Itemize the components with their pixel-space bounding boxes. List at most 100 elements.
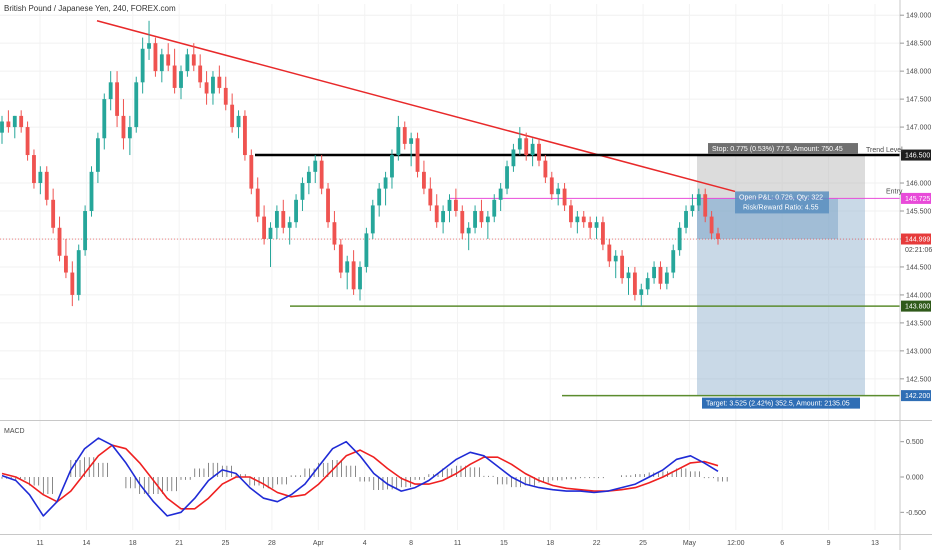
candle-body	[326, 188, 330, 223]
support-price-tag: 143.800	[905, 304, 930, 311]
candle-body	[306, 171, 311, 184]
candle-body	[95, 138, 100, 172]
candle-body	[684, 211, 688, 228]
candle-body	[32, 155, 36, 184]
candle-body	[268, 227, 273, 239]
price-tick-label: 142.500	[906, 376, 931, 383]
candle-body	[607, 244, 612, 262]
time-tick-label: 15	[500, 540, 508, 547]
current-price-tag-sub: 02:21:06	[905, 247, 932, 254]
candle-body	[601, 222, 605, 245]
candle-body	[351, 261, 356, 290]
candle-body	[172, 65, 177, 88]
risk-reward-text: Risk/Reward Ratio: 4.55	[743, 204, 819, 211]
price-tick-label: 144.000	[906, 292, 931, 299]
candle-body	[115, 82, 119, 116]
candle-body	[345, 261, 350, 273]
time-tick-label: 21	[175, 540, 183, 547]
candle-body	[543, 160, 548, 178]
time-tick-label: 11	[454, 540, 461, 547]
descending-trendline	[96, 20, 736, 193]
price-tick-label: 148.000	[906, 69, 931, 76]
candle-body	[294, 199, 298, 223]
stop-info-text: Stop: 0.775 (0.53%) 77.5, Amount: 750.45	[712, 146, 843, 153]
time-tick-label: 14	[82, 540, 90, 547]
target-info-box	[702, 397, 860, 409]
candle-body	[620, 255, 625, 279]
support-price-tag-bg	[901, 300, 931, 312]
candle-body	[249, 155, 254, 189]
price-tick-label: 147.500	[906, 97, 931, 104]
candle-body	[441, 211, 446, 223]
candle-body	[479, 211, 484, 223]
candle-body	[524, 138, 529, 156]
candle-body	[159, 54, 164, 72]
candle-body	[409, 138, 414, 144]
candle-body	[492, 199, 497, 217]
candle-body	[505, 166, 509, 189]
candle-body	[530, 143, 535, 156]
candle-body	[370, 205, 375, 234]
candle-body	[51, 199, 56, 228]
candle-body	[581, 216, 586, 223]
candle-body	[236, 115, 241, 128]
stop-info-box	[708, 143, 858, 155]
chart-title: British Pound / Japanese Yen, 240, FOREX…	[4, 4, 176, 13]
price-tags: 146.500 145.725 144.999 02:21:06 143.800 142.…	[901, 149, 932, 402]
macd-tick-label: -0.500	[906, 510, 926, 517]
stop-zone	[697, 155, 865, 199]
candle-body	[102, 99, 107, 139]
candle-body	[658, 266, 663, 284]
price-tick-label: 147.000	[906, 125, 931, 132]
candle-body	[338, 244, 343, 273]
price-tick-label: 149.000	[906, 13, 931, 20]
candle-body	[652, 266, 656, 279]
time-tick-label: 11	[36, 540, 43, 547]
candle-body	[626, 272, 631, 279]
candle-body	[709, 216, 714, 234]
candle-body	[204, 82, 209, 94]
candle-body	[466, 227, 471, 234]
candle-body	[664, 272, 669, 284]
current-price-tag-bg	[901, 233, 931, 245]
overlay-labels: Trend Level Entry Stop: 0.775 (0.53%) 77.5…	[702, 143, 903, 409]
time-tick-label: 9	[827, 540, 831, 547]
candle-body	[0, 121, 4, 133]
time-tick-label: 18	[546, 540, 554, 547]
candle-body	[588, 222, 593, 228]
candle-body	[38, 171, 43, 184]
candle-body	[632, 272, 637, 295]
candle-body	[19, 115, 24, 128]
candle-body	[358, 266, 362, 290]
candle-body	[134, 82, 139, 128]
candle-body	[569, 205, 573, 223]
candle-body	[613, 255, 618, 262]
current-price-tag-sub-bg	[901, 244, 931, 255]
candle-body	[511, 149, 516, 167]
price-tick-label: 144.500	[906, 264, 931, 271]
candle-body	[332, 222, 337, 245]
candle-body	[473, 211, 477, 228]
candle-body	[89, 171, 94, 211]
candle-body	[428, 188, 433, 206]
entry-price-tag-bg	[901, 192, 931, 204]
candle-body	[422, 171, 426, 189]
candle-body	[6, 121, 11, 128]
candle-body	[537, 143, 541, 161]
candle-body	[217, 76, 222, 88]
candle-body	[716, 233, 720, 239]
open-pl-box	[735, 191, 829, 214]
candle-body	[25, 127, 30, 156]
candle-body	[185, 54, 190, 72]
candle-body	[274, 211, 279, 228]
macd-tick-label: 0.000	[906, 475, 924, 482]
candle-body	[255, 188, 260, 217]
candle-body	[12, 115, 17, 128]
candle-body	[485, 216, 490, 223]
price-tick-label: 148.500	[906, 41, 931, 48]
entry-label: Entry	[886, 188, 903, 195]
candle-body	[313, 160, 318, 172]
time-tick-label: 18	[129, 540, 137, 547]
